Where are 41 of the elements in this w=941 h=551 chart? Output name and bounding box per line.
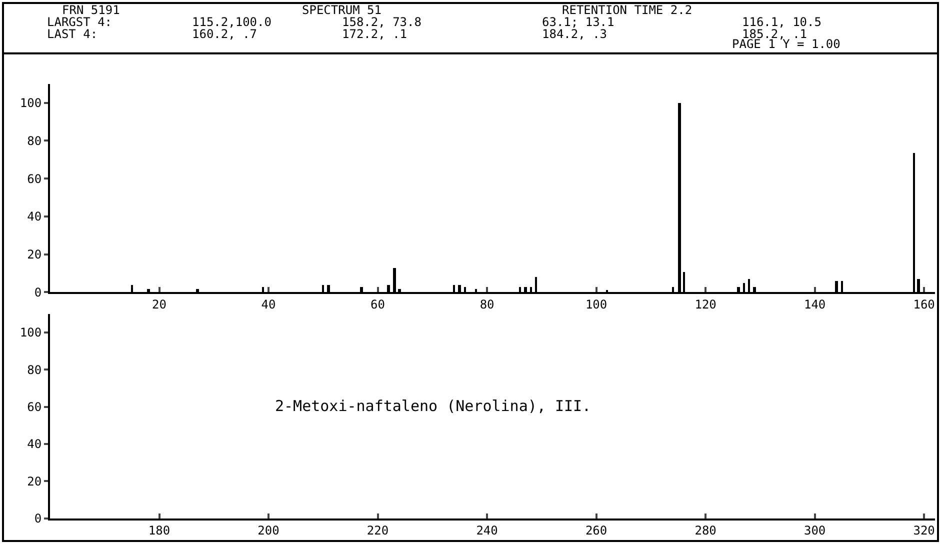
y-tick-label: 80 bbox=[27, 362, 42, 377]
text: RETENTION TIME 2.2 bbox=[562, 3, 692, 17]
y-tick-label: 100 bbox=[20, 326, 42, 340]
text: FRN 5191 bbox=[62, 3, 120, 17]
x-tick-label: 240 bbox=[476, 524, 498, 538]
x-tick-label: 80 bbox=[480, 298, 494, 312]
y-tick-label: 60 bbox=[27, 172, 42, 186]
y-tick-label: 20 bbox=[27, 248, 42, 262]
x-tick-label: 300 bbox=[804, 524, 826, 538]
x-tick-label: 140 bbox=[804, 298, 826, 312]
x-tick-label: 100 bbox=[585, 298, 608, 312]
y-tick-label: 20 bbox=[27, 474, 42, 488]
x-tick-label: 220 bbox=[366, 524, 389, 538]
text: LARGST 4: bbox=[47, 15, 112, 29]
y-tick-label: 100 bbox=[20, 96, 42, 110]
text: 172.2, .1 bbox=[342, 27, 408, 41]
text: 184.2, .3 bbox=[542, 27, 608, 41]
y-tick-label: 40 bbox=[27, 210, 42, 224]
text: 115.2,100.0 bbox=[192, 15, 272, 29]
x-tick-label: 280 bbox=[694, 524, 716, 538]
y-tick-label: 80 bbox=[27, 134, 42, 148]
x-tick-label: 120 bbox=[694, 298, 716, 312]
x-tick-label: 60 bbox=[370, 298, 386, 312]
y-tick-label: 0 bbox=[34, 512, 42, 526]
y-tick-label: 60 bbox=[27, 400, 42, 414]
text: 158.2, 73.8 bbox=[342, 15, 422, 29]
x-tick-label: 260 bbox=[585, 524, 608, 538]
text: 116.1, 10.5 bbox=[742, 15, 822, 29]
text: 63.1; 13.1 bbox=[542, 15, 614, 29]
x-tick-label: 180 bbox=[148, 524, 170, 538]
x-tick-label: 20 bbox=[152, 298, 166, 312]
y-tick-label: 40 bbox=[27, 437, 42, 452]
annotation: 2-Metoxi-naftaleno (Nerolina), III. bbox=[275, 397, 592, 415]
x-tick-label: 160 bbox=[913, 298, 935, 312]
x-tick-label: 320 bbox=[913, 524, 935, 538]
text: 160.2, .7 bbox=[192, 27, 258, 41]
y-tick-label: 0 bbox=[34, 285, 42, 300]
text: SPECTRUM 51 bbox=[302, 3, 382, 17]
x-tick-label: 40 bbox=[261, 298, 276, 312]
text: LAST 4: bbox=[47, 27, 98, 41]
x-tick-label: 200 bbox=[258, 524, 280, 538]
